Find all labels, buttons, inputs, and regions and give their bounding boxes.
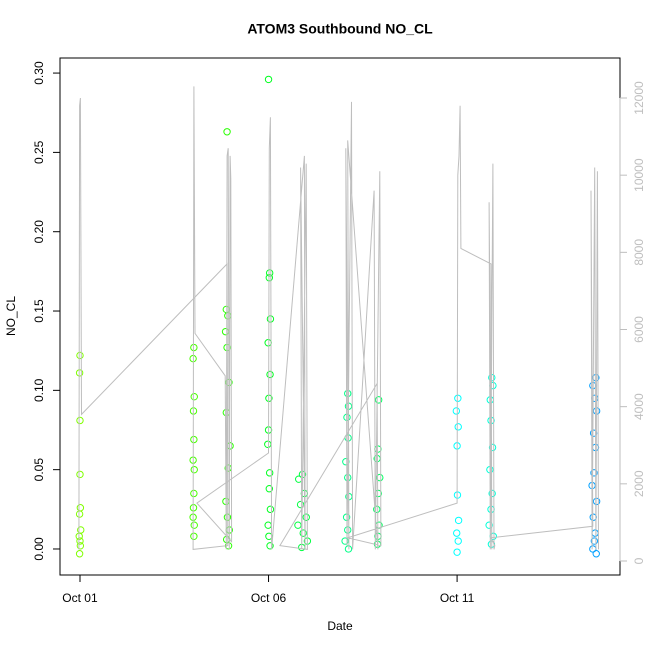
point [190,392,198,401]
point [453,548,461,556]
y2-tick-label: 4000 [632,393,646,420]
point [373,505,381,514]
point [374,396,383,404]
x-tick-label: Oct 11 [440,591,475,605]
y2-tick-label: 12000 [632,81,646,115]
point [590,537,599,545]
y2-tick-label: 8000 [632,239,646,266]
point [265,532,273,540]
point [190,465,198,474]
y2-tick-label: 6000 [632,316,646,343]
point [266,542,274,550]
y-tick-label: 0.10 [32,378,46,402]
y2-tick-label: 0 [632,557,646,564]
point [76,416,84,425]
point [190,435,198,444]
y-tick-label: 0.30 [32,61,46,85]
point [190,489,198,498]
point [296,500,305,509]
point [302,513,310,521]
point [453,529,461,537]
point [265,485,273,493]
y2-tick-label: 10000 [632,158,646,192]
altitude-line [78,86,599,550]
point [452,407,461,415]
y-tick-label: 0.05 [32,458,46,482]
point [299,529,307,537]
chart-title: ATOM3 Southbound NO_CL [247,21,433,37]
point [223,128,231,136]
x-tick-label: Oct 01 [62,591,98,605]
point [190,521,198,529]
point [592,497,601,506]
y-tick-label: 0.00 [32,537,46,561]
point [266,315,275,323]
point [485,521,493,529]
y-axis-label: NO_CL [4,296,18,336]
point [344,526,352,534]
y-tick-label: 0.25 [32,140,46,164]
point [75,550,84,558]
point [75,510,84,518]
y-tick-label: 0.20 [32,220,46,244]
point [590,469,598,477]
point [76,542,85,550]
y2-tick-label: 2000 [632,470,646,497]
point [266,505,275,514]
point [454,516,463,525]
point [76,470,84,479]
point [190,532,198,540]
y-tick-label: 0.15 [32,299,46,323]
point [454,537,462,545]
point [454,423,462,431]
x-axis-label: Date [327,619,353,633]
point [454,394,462,402]
x-tick-label: Oct 06 [251,591,287,605]
point [341,537,349,545]
point [76,351,84,360]
point [266,370,274,379]
point [488,489,496,498]
point [265,469,274,477]
point [488,443,497,452]
point [264,75,273,84]
point [76,537,84,545]
point [265,269,274,277]
point [592,550,600,558]
